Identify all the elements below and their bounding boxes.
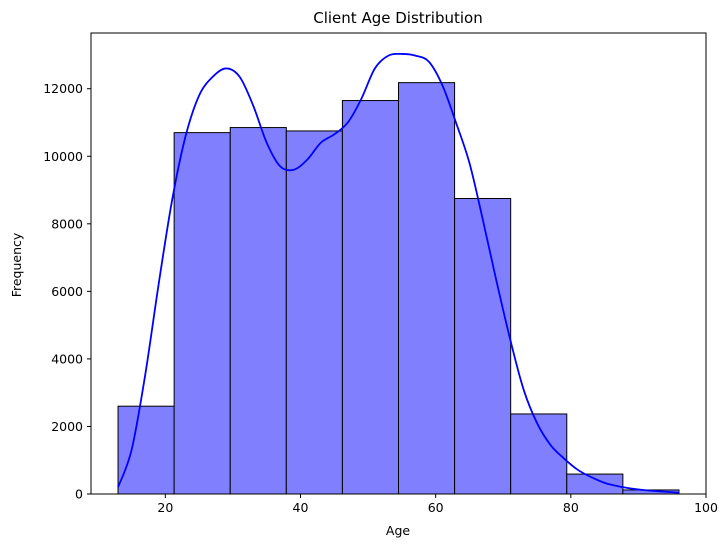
histogram-bar-3 [229,127,287,495]
chart-title: Client Age Distribution [313,9,482,27]
kde-curve-group [117,52,680,494]
histogram-bar-7 [454,197,512,495]
y-tick-label: 4000 [51,351,83,366]
y-tick-label: 10000 [43,149,83,164]
histogram-bar-9 [566,473,624,495]
x-tick-label: 60 [428,500,444,515]
y-tick-label: 6000 [51,284,83,299]
histogram-bars [117,82,680,495]
x-axis-label: Age [386,523,410,538]
histogram-bar-1 [117,405,175,495]
y-axis-ticks: 0 2000 4000 6000 8000 10000 12000 [43,81,91,502]
x-tick-label: 100 [694,500,718,515]
y-axis-label: Frequency [9,232,24,297]
x-tick-label: 20 [157,500,173,515]
kde-curve [117,52,680,494]
histogram-bar-5 [341,100,399,495]
y-tick-label: 2000 [51,419,83,434]
x-axis-ticks: 20 40 60 80 100 [157,494,718,515]
histogram-bar-4 [285,130,343,495]
histogram-bar-6 [398,82,456,495]
x-tick-label: 80 [563,500,579,515]
y-tick-label: 12000 [43,81,83,96]
x-tick-label: 40 [293,500,309,515]
plot-frame [90,32,707,495]
y-tick-label: 8000 [51,216,83,231]
y-tick-label: 0 [75,487,83,502]
histogram-bar-2 [173,132,231,495]
